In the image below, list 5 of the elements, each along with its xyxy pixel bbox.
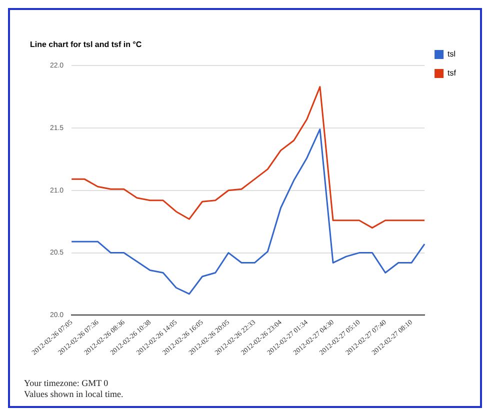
chart-title: Line chart for tsl and tsf in °C [30, 40, 142, 50]
legend-label: tsf [448, 68, 457, 78]
text: Values shown in local time. [24, 389, 124, 400]
legend-label: tsl [448, 50, 456, 59]
text: Your timezone: GMT 0 [24, 378, 110, 389]
